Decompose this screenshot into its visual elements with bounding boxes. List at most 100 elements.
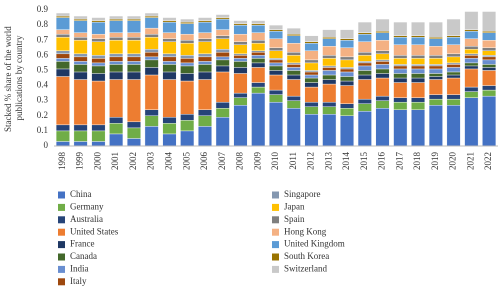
bar-segment — [233, 73, 248, 94]
bar-segment — [215, 108, 230, 118]
bar-segment — [55, 53, 70, 59]
bar-segment — [73, 40, 88, 55]
y-axis-title-line: Stacked % share of the world — [3, 26, 13, 132]
bar-segment — [411, 101, 426, 110]
bar-segment — [340, 103, 354, 109]
x-tick-label: 2003 — [146, 152, 156, 171]
x-tick-label: 2013 — [323, 152, 333, 171]
legend-swatch — [58, 253, 65, 261]
bar-segment — [73, 20, 88, 33]
x-tick-label: 2011 — [288, 152, 298, 170]
bar-segment — [269, 29, 283, 32]
bar-segment — [357, 103, 372, 112]
bar-segment — [357, 61, 372, 64]
bar-segment — [375, 59, 390, 62]
bar-segment — [375, 77, 390, 97]
bar-segment — [251, 86, 266, 94]
bar-segment — [269, 101, 283, 147]
bar-segment — [233, 20, 248, 24]
bar-segment — [375, 18, 390, 32]
bar-segment — [269, 50, 283, 59]
bar-segment — [198, 17, 212, 21]
bar-segment — [393, 73, 408, 79]
bar-segment — [464, 65, 479, 70]
bar-segment — [109, 20, 124, 33]
bar-segment — [446, 74, 461, 79]
bar-segment — [411, 77, 426, 83]
bar-segment — [322, 46, 337, 56]
bar-segment — [322, 67, 337, 71]
bar-segment — [144, 115, 159, 127]
bar-segment — [482, 89, 497, 97]
bar-segment — [322, 79, 337, 85]
bar-segment — [428, 38, 443, 47]
bar-segment — [215, 59, 230, 67]
bar-segment — [286, 100, 301, 109]
y-tick-label: 0.5 — [37, 65, 49, 75]
legend-swatch — [272, 216, 279, 224]
bar-segment — [464, 91, 479, 98]
bar-segment — [482, 30, 497, 33]
bar-segment — [322, 55, 337, 59]
bar-segment — [304, 77, 319, 83]
bar-segment — [357, 70, 372, 76]
bar-segment — [109, 117, 124, 124]
x-tick-label: 2004 — [164, 152, 174, 171]
bar-segment — [446, 37, 461, 45]
bar-segment — [180, 65, 195, 74]
bar-segment — [482, 85, 497, 91]
bar-segment — [251, 32, 266, 41]
bar-segment — [464, 62, 479, 67]
bar-segment — [286, 74, 301, 80]
bar-segment — [233, 92, 248, 98]
bar-segment — [144, 56, 159, 61]
bar-segment — [233, 41, 248, 45]
bar-segment — [482, 11, 497, 32]
bar-segment — [162, 64, 177, 73]
bar-segment — [322, 70, 337, 76]
bar-segment — [269, 94, 283, 103]
bar-segment — [126, 71, 141, 80]
bar-segment — [375, 68, 390, 74]
legend-label: Spain — [284, 214, 305, 224]
x-tick-label: 2021 — [465, 152, 475, 170]
bar-segment — [269, 59, 283, 64]
bar-segment — [269, 70, 283, 76]
bar-segment — [375, 30, 390, 33]
bar-segment — [446, 56, 461, 64]
bar-segment — [393, 97, 408, 103]
bar-segment — [340, 80, 354, 86]
legend-swatch — [58, 278, 65, 286]
bar-segment — [482, 64, 497, 68]
bar-segment — [126, 18, 141, 21]
bar-segment — [126, 64, 141, 73]
bar-segment — [162, 133, 177, 147]
bar-segment — [251, 62, 266, 68]
bar-segment — [428, 73, 443, 77]
legend-swatch — [272, 203, 279, 211]
bar-segment — [464, 38, 479, 47]
bar-segment — [269, 30, 283, 39]
bar-segment — [269, 89, 283, 95]
bar-segment — [340, 76, 354, 82]
bar-segment — [91, 21, 106, 35]
bar-segment — [162, 20, 177, 23]
bar-segment — [304, 82, 319, 88]
bar-segment — [357, 52, 372, 56]
bar-segment — [286, 70, 301, 76]
bar-segment — [109, 32, 124, 38]
bar-segment — [251, 24, 266, 33]
bar-segment — [126, 56, 141, 62]
bar-segment — [286, 43, 301, 53]
legend-label: South Korea — [284, 251, 329, 261]
bar-segment — [411, 73, 426, 79]
bar-segment — [286, 67, 301, 71]
bar-segment — [322, 65, 337, 68]
bar-segment — [269, 47, 283, 52]
x-tick-label: 2007 — [217, 152, 227, 171]
bar-segment — [286, 33, 301, 36]
bar-segment — [73, 79, 88, 126]
bar-segment — [180, 18, 195, 23]
bar-segment — [357, 79, 372, 100]
bar-segment — [304, 50, 319, 61]
